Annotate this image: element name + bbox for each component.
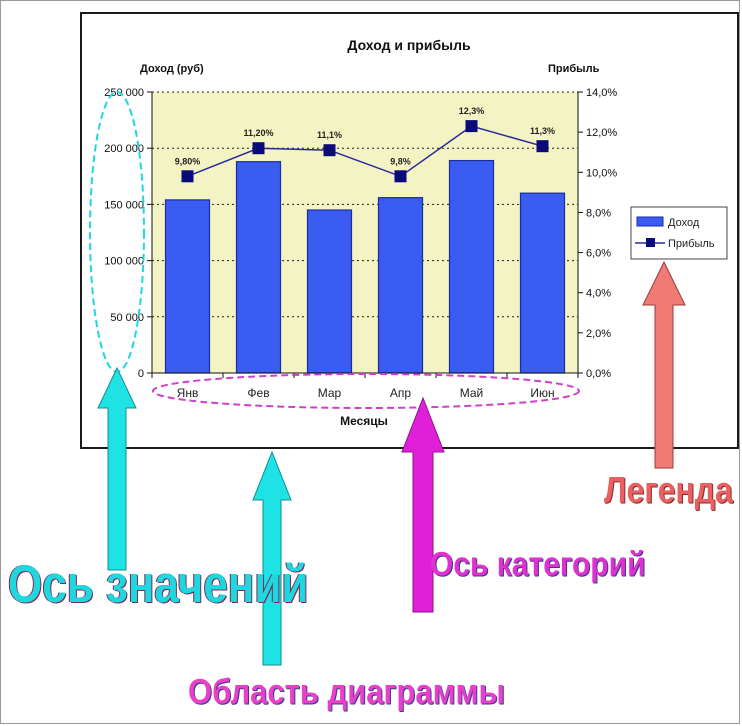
y2-axis-title: Прибыль bbox=[548, 63, 600, 75]
y-tick-label: 50 000 bbox=[110, 312, 144, 324]
callout-legend: Легенда bbox=[604, 469, 733, 511]
y2-tick-label: 2,0% bbox=[586, 328, 611, 340]
y-tick-label: 100 000 bbox=[104, 256, 144, 268]
chart-title: Доход и прибыль bbox=[347, 37, 471, 53]
x-tick-label: Апр bbox=[390, 386, 412, 400]
x-tick-label: Мар bbox=[318, 386, 342, 400]
value-axis-ellipse bbox=[89, 91, 145, 373]
y2-tick-label: 8,0% bbox=[586, 207, 611, 219]
y2-tick-label: 0,0% bbox=[586, 368, 611, 380]
x-tick-label: Июн bbox=[530, 386, 554, 400]
profit-marker bbox=[536, 140, 549, 153]
profit-marker bbox=[323, 144, 336, 157]
gridlines bbox=[152, 91, 578, 318]
profit-marker bbox=[181, 170, 194, 183]
category-axis-ellipse bbox=[152, 373, 580, 409]
profit-data-label: 9,80% bbox=[175, 156, 201, 166]
profit-data-label: 11,20% bbox=[243, 128, 273, 138]
legend-arrow bbox=[642, 260, 686, 469]
profit-marker bbox=[252, 142, 265, 155]
bar-income bbox=[164, 199, 211, 374]
value-axis-arrow bbox=[97, 366, 137, 571]
profit-line bbox=[181, 120, 549, 183]
profit-marker bbox=[394, 170, 407, 183]
category-axis-arrow bbox=[401, 396, 445, 613]
callout-category-axis: Ось категорий bbox=[430, 545, 646, 584]
callout-plot-area: Область диаграммы bbox=[188, 671, 505, 712]
x-tick-label: Фев bbox=[247, 386, 269, 400]
profit-data-label: 11,1% bbox=[317, 130, 342, 140]
plot-area-background bbox=[152, 92, 578, 373]
axes: 0 50 000 100 000 150 000 200 000 250 000 0,0% 2… bbox=[104, 87, 617, 400]
profit-marker bbox=[465, 120, 478, 133]
profit-data-label: 11,3% bbox=[530, 126, 555, 136]
y-axis-title: Доход (руб) bbox=[140, 63, 204, 75]
x-tick-label: Май bbox=[460, 386, 484, 400]
legend-label-income: Доход bbox=[668, 217, 700, 229]
profit-data-label: 9,8% bbox=[390, 156, 411, 166]
data-labels: 9,80% 11,20% 11,1% 9,8% 12,3% 11,3% bbox=[175, 106, 555, 166]
bar-income bbox=[519, 192, 566, 374]
bars bbox=[164, 159, 566, 374]
x-tick-label: Янв bbox=[177, 386, 199, 400]
plot-area-arrow bbox=[252, 450, 292, 666]
y-tick-label: 200 000 bbox=[104, 143, 144, 155]
y2-tick-label: 4,0% bbox=[586, 288, 611, 300]
profit-data-label: 12,3% bbox=[459, 106, 485, 116]
y2-tick-label: 12,0% bbox=[586, 127, 617, 139]
bar-income bbox=[235, 161, 282, 374]
y2-tick-label: 14,0% bbox=[586, 87, 617, 99]
legend-label-profit: Прибыль bbox=[668, 238, 715, 250]
y-tick-label: 0 bbox=[138, 368, 144, 380]
bar-income bbox=[377, 197, 424, 374]
y-tick-label: 250 000 bbox=[104, 87, 144, 99]
y2-tick-label: 10,0% bbox=[586, 167, 617, 179]
bar-income bbox=[448, 159, 495, 374]
legend: Доход Прибыль bbox=[630, 206, 728, 260]
y-tick-label: 150 000 bbox=[104, 199, 144, 211]
bar-income bbox=[306, 209, 353, 374]
legend-swatch-income bbox=[636, 216, 664, 227]
legend-marker-profit bbox=[646, 238, 655, 247]
y2-tick-label: 6,0% bbox=[586, 248, 611, 260]
profit-series-line bbox=[187, 125, 543, 178]
callout-value-axis: Ось значений bbox=[8, 555, 309, 614]
x-axis-title: Месяцы bbox=[340, 414, 388, 428]
